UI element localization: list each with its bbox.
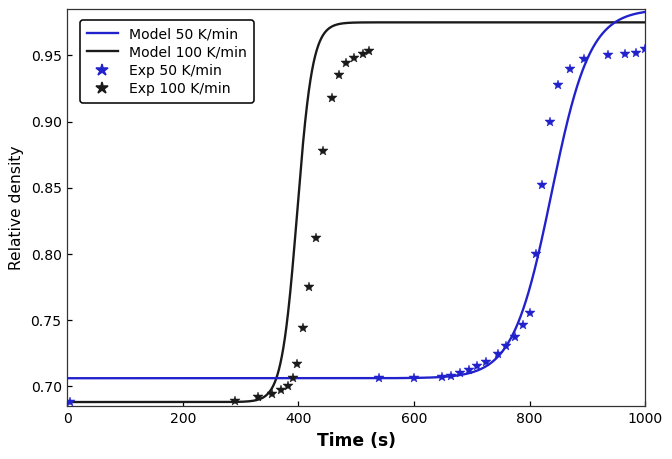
Legend: Model 50 K/min, Model 100 K/min, Exp 50 K/min, Exp 100 K/min: Model 50 K/min, Model 100 K/min, Exp 50 …	[80, 20, 254, 103]
Y-axis label: Relative density: Relative density	[9, 146, 24, 270]
X-axis label: Time (s): Time (s)	[317, 431, 396, 450]
